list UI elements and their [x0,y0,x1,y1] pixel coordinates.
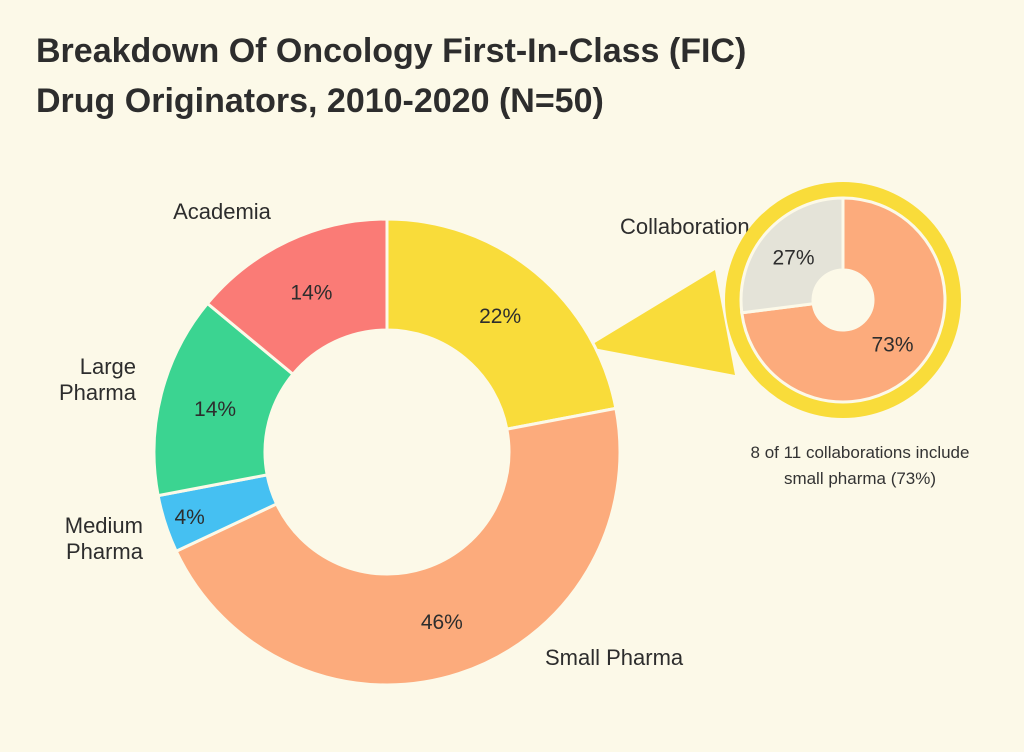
slice-academia [205,217,389,377]
value-label-academia: 14% [290,281,332,304]
category-label-large-pharma: Large Pharma [59,354,137,405]
value-label-medium-pharma: 4% [174,506,204,529]
collaboration-note-line-1: 8 of 11 collaborations include [750,443,970,462]
category-label-line: Collaboration [620,214,750,239]
category-label-line: Medium [65,513,143,538]
collaboration-note: 8 of 11 collaborations include small pha… [700,440,1020,492]
slice-small-pharma [174,406,622,687]
category-label-line: Pharma [59,380,137,405]
category-label-line: Small Pharma [545,645,684,670]
value-label-collaboration: 22% [479,305,521,328]
category-label-line: Large [80,354,136,379]
chart-title: Breakdown Of Oncology First-In-Class (FI… [36,26,996,126]
category-label-academia: Academia [173,199,272,224]
zoom-slice-0 [740,196,947,404]
category-label-collaboration: Collaboration [620,214,750,239]
value-label-large-pharma: 14% [194,398,236,421]
zoom-value-label-1: 27% [772,246,814,269]
category-label-medium-pharma: Medium Pharma [65,513,144,564]
slice-large-pharma [152,301,296,498]
slice-collaboration [385,217,618,431]
chart-title-line-2: Drug Originators, 2010-2020 (N=50) [36,82,604,120]
zoom-value-label-0: 73% [871,334,913,357]
zoom-slice-1 [739,196,845,315]
value-label-small-pharma: 46% [421,611,463,634]
collaboration-note-line-2: small pharma (73%) [783,469,937,488]
chart-title-line-1: Breakdown Of Oncology First-In-Class (FI… [36,32,747,70]
category-label-small-pharma: Small Pharma [545,645,684,670]
category-label-line: Pharma [66,539,144,564]
category-label-line: Academia [173,199,272,224]
collaboration-connector [588,270,735,375]
